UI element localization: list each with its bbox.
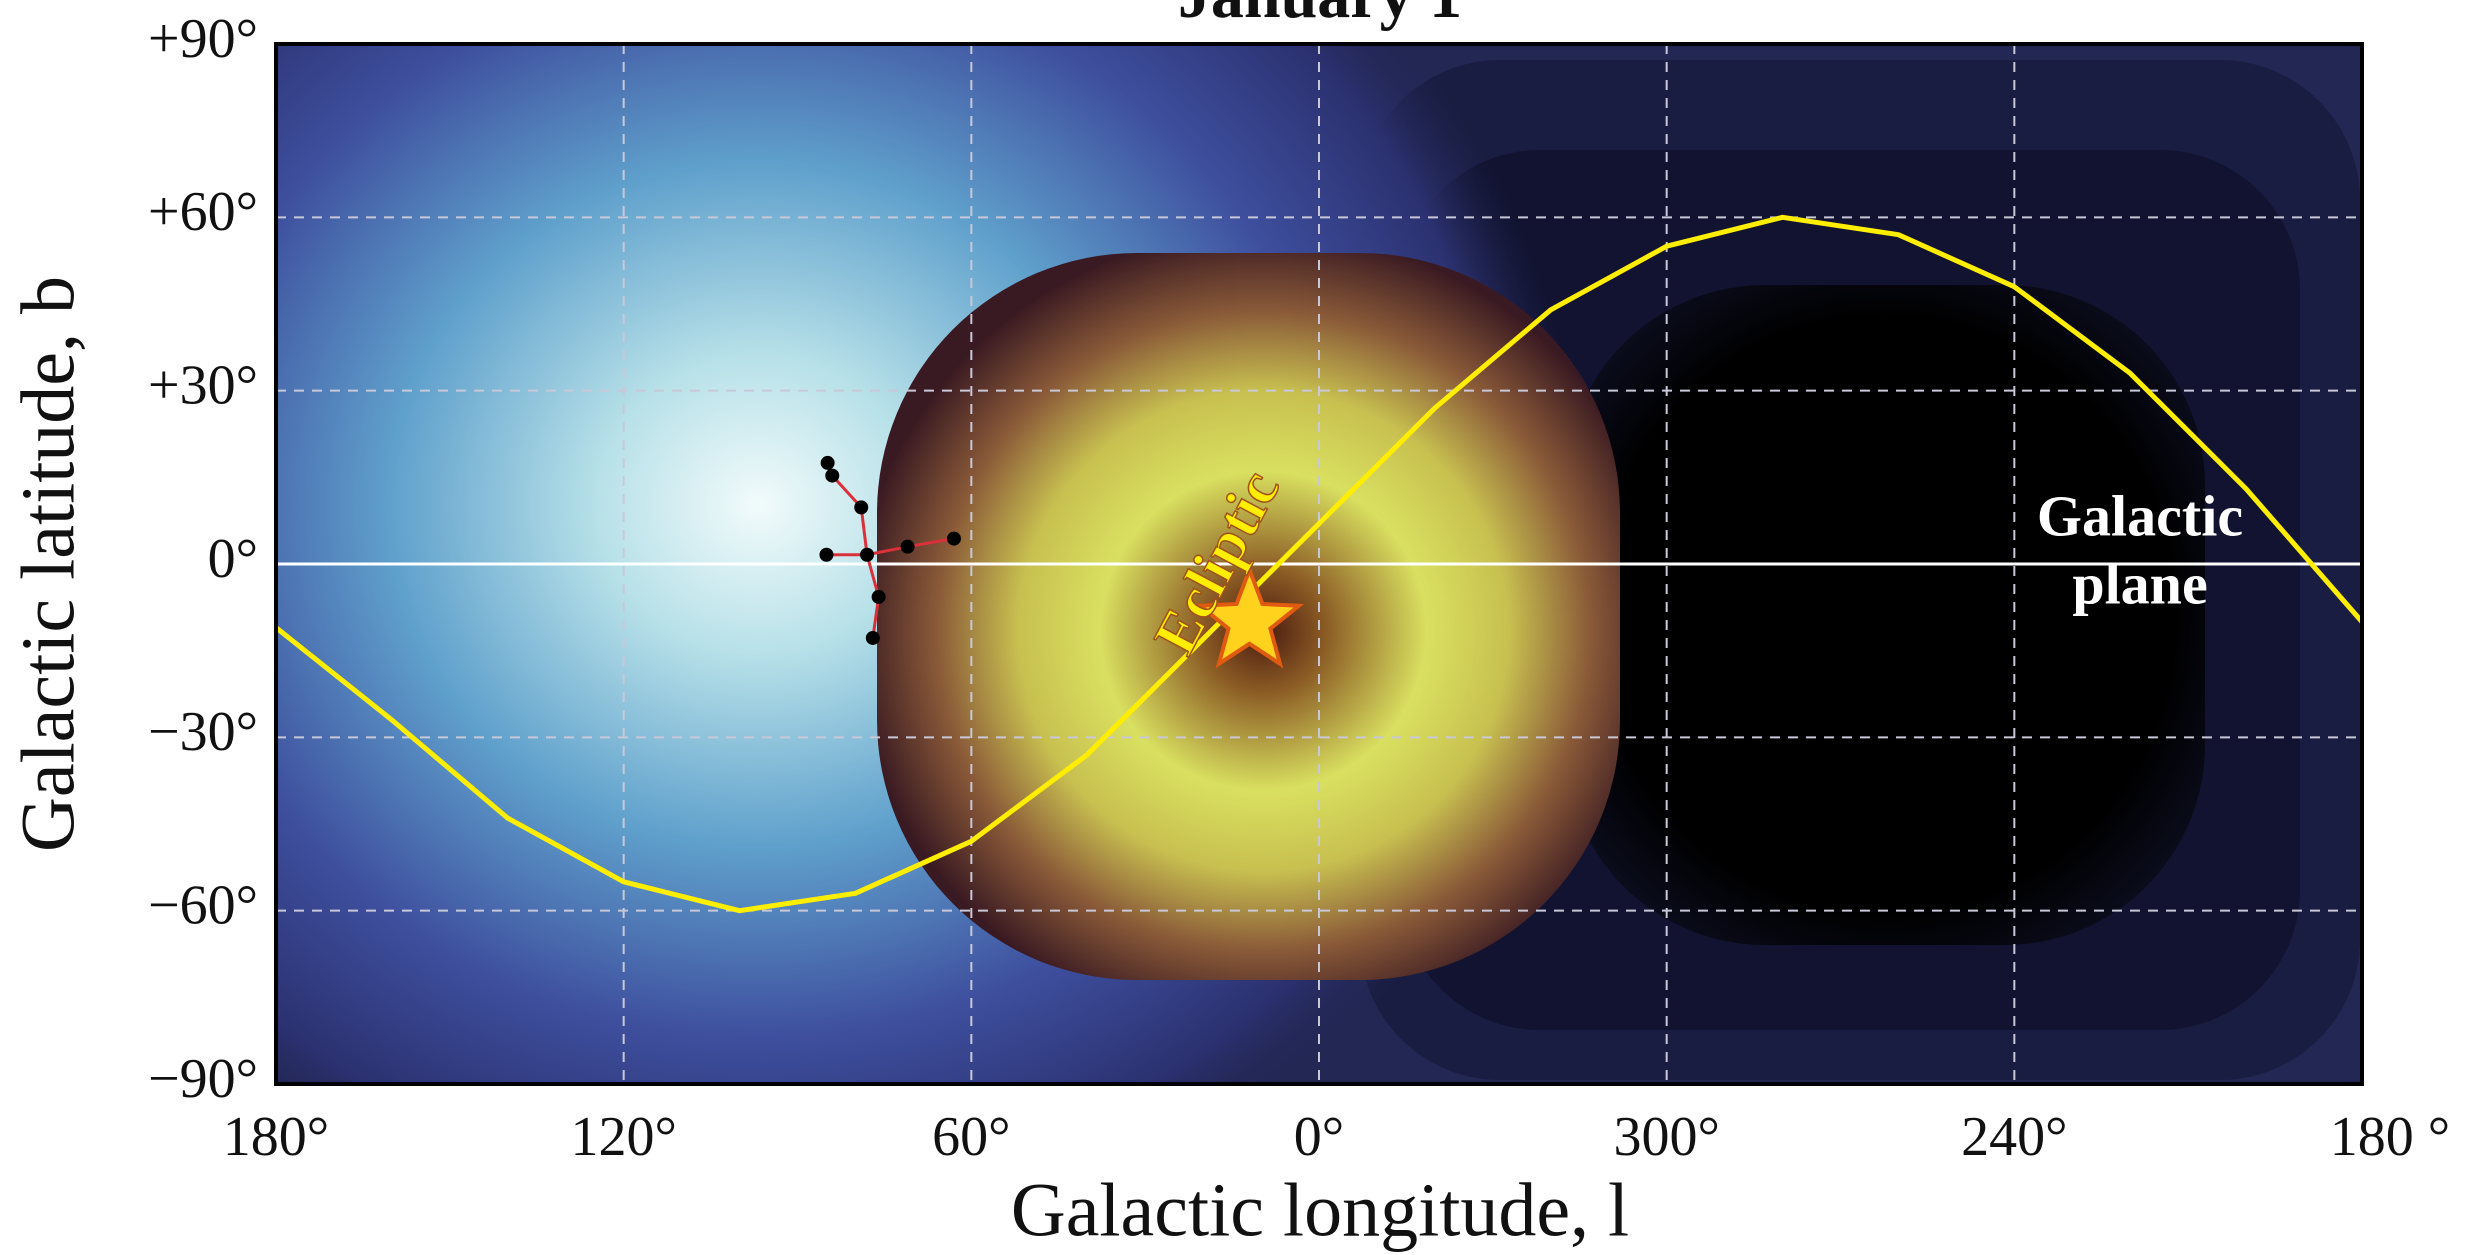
y-tick-label: 0° [208, 528, 258, 590]
sun-marker [1194, 564, 1305, 669]
x-tick-label: 180 ° [2330, 1106, 2450, 1168]
constellation-line [859, 507, 869, 555]
x-tick-label: 0° [1294, 1106, 1344, 1168]
shade [1565, 285, 2205, 945]
x-tick-label: 240° [1961, 1106, 2067, 1168]
constellation-star [900, 539, 915, 554]
y-tick-label: −60° [148, 875, 258, 937]
y-axis-label: Galactic latitude, b [6, 276, 90, 852]
y-tick-label: −30° [148, 701, 258, 763]
constellation-star [854, 500, 869, 515]
constellation-star [819, 547, 834, 562]
x-axis-label: Galactic longitude, l [1011, 1168, 1629, 1252]
ecliptic-line [274, 214, 2364, 914]
y-tick-label: −90° [148, 1048, 258, 1110]
x-tick-label: 300° [1613, 1106, 1719, 1168]
constellation-star [946, 531, 961, 546]
plot-frame [274, 42, 2364, 1086]
constellation-line [831, 474, 863, 509]
x-tick-label: 120° [570, 1106, 676, 1168]
y-tick-label: +30° [148, 355, 258, 417]
constellation-star [825, 468, 840, 483]
constellation-line [865, 554, 881, 598]
y-tick-label: +60° [148, 181, 258, 243]
galactic-plane-label: Galactic [2037, 483, 2243, 548]
x-tick-label: 60° [932, 1106, 1010, 1168]
constellation-star [820, 455, 835, 470]
x-tick-label: 180° [223, 1106, 329, 1168]
galactic-plane-label: plane [2072, 551, 2207, 616]
chart-title: January 1 [1178, 0, 1462, 32]
constellation-line [907, 537, 955, 549]
constellation-star [865, 630, 880, 645]
y-tick-label: +90° [148, 8, 258, 70]
constellation-star [871, 589, 886, 604]
constellation-star [860, 547, 875, 562]
